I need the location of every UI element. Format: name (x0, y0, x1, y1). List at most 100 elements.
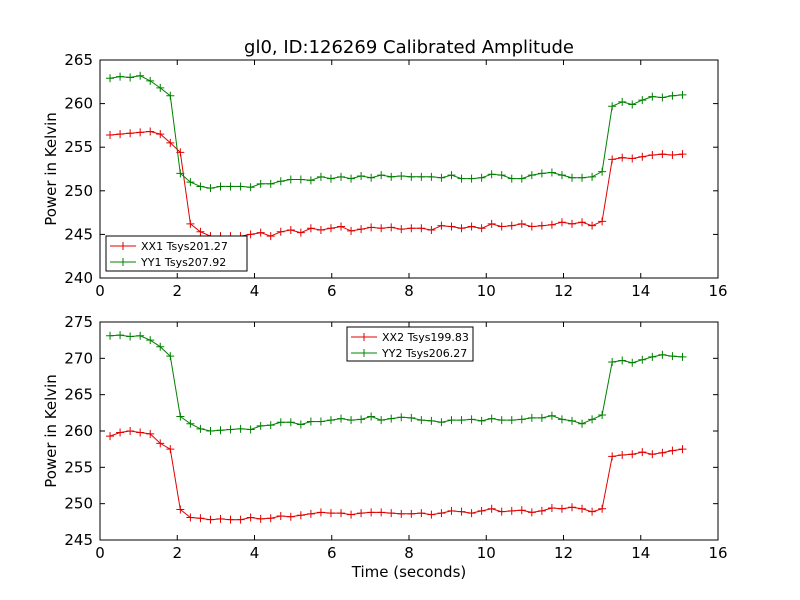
data-point (196, 514, 205, 523)
data-point (216, 182, 225, 191)
data-point (166, 138, 175, 147)
data-point (326, 174, 335, 183)
data-point (296, 511, 305, 520)
data-point (527, 171, 536, 180)
data-point (467, 222, 476, 231)
data-point (286, 226, 295, 235)
data-point (497, 507, 506, 516)
data-point (427, 510, 436, 519)
data-point (387, 509, 396, 518)
data-point (377, 171, 386, 180)
data-point (156, 130, 165, 139)
data-point (567, 173, 576, 182)
x-tick-label: 14 (631, 544, 650, 562)
data-point (527, 508, 536, 517)
data-point (136, 428, 145, 437)
data-point (276, 512, 285, 521)
data-point (377, 224, 386, 233)
data-point (276, 177, 285, 186)
data-point (397, 413, 406, 422)
data-point (397, 171, 406, 180)
data-point (497, 171, 506, 180)
y-tick-label: 250 (64, 182, 93, 200)
data-point (417, 509, 426, 518)
data-point (487, 219, 496, 228)
data-point (196, 182, 205, 191)
data-point (196, 424, 205, 433)
data-point (166, 445, 175, 454)
legend-label-yy2: YY2 Tsys206.27 (381, 347, 467, 360)
x-tick-label: 16 (708, 544, 727, 562)
y-tick-label: 265 (64, 51, 93, 69)
data-point (608, 155, 617, 164)
data-point (638, 152, 647, 161)
data-point (246, 513, 255, 522)
data-point (347, 510, 356, 519)
x-axis-label: Time (seconds) (351, 563, 467, 581)
data-point (437, 418, 446, 427)
data-point (477, 173, 486, 182)
data-point (598, 167, 607, 176)
data-point (437, 173, 446, 182)
x-tick-label: 10 (477, 544, 496, 562)
data-point (407, 509, 416, 518)
data-point (246, 425, 255, 434)
data-point (537, 221, 546, 230)
legend-label-xx2: XX2 Tsys199.83 (382, 331, 469, 344)
top-legend-box (105, 235, 248, 272)
data-point (256, 179, 265, 188)
y-tick-label: 240 (64, 269, 93, 287)
data-point (467, 509, 476, 518)
data-point (578, 173, 587, 182)
data-point (286, 418, 295, 427)
data-point (326, 509, 335, 518)
data-point (146, 429, 155, 438)
data-point (648, 450, 657, 459)
data-point (648, 151, 657, 160)
data-point (427, 416, 436, 425)
data-point (196, 227, 205, 236)
y-tick-label: 260 (64, 422, 93, 440)
x-tick-label: 2 (172, 282, 182, 300)
data-point (457, 507, 466, 516)
data-point (226, 182, 235, 191)
data-point (246, 183, 255, 192)
data-point (357, 225, 366, 234)
data-point (678, 150, 687, 159)
data-point (176, 412, 185, 421)
series-line-0-1 (109, 75, 683, 189)
data-point (487, 504, 496, 513)
data-point (678, 352, 687, 361)
data-point (658, 350, 667, 359)
data-point (347, 226, 356, 235)
data-point (236, 515, 245, 524)
data-point (276, 418, 285, 427)
data-point (266, 514, 275, 523)
data-point (256, 421, 265, 430)
data-point (337, 172, 346, 181)
data-point (477, 416, 486, 425)
data-point (206, 184, 215, 193)
data-point (266, 179, 275, 188)
data-point (146, 336, 155, 345)
data-point (557, 218, 566, 227)
data-point (557, 504, 566, 513)
top-series-group (106, 71, 687, 241)
data-point (316, 172, 325, 181)
data-point (397, 225, 406, 234)
data-point (116, 428, 125, 437)
data-point (507, 506, 516, 515)
data-point (306, 509, 315, 518)
data-point (156, 83, 165, 92)
data-point (567, 503, 576, 512)
legend-marker-xx1 (119, 242, 127, 250)
data-point (427, 172, 436, 181)
chart-title: gl0, ID:126269 Calibrated Amplitude (244, 37, 574, 58)
bottom-legend: XX2 Tsys199.83 YY2 Tsys206.27 (346, 326, 474, 362)
data-point (126, 73, 135, 82)
data-point (487, 170, 496, 179)
data-point (306, 224, 315, 233)
data-point (176, 169, 185, 178)
data-point (668, 352, 677, 361)
data-point (256, 514, 265, 523)
